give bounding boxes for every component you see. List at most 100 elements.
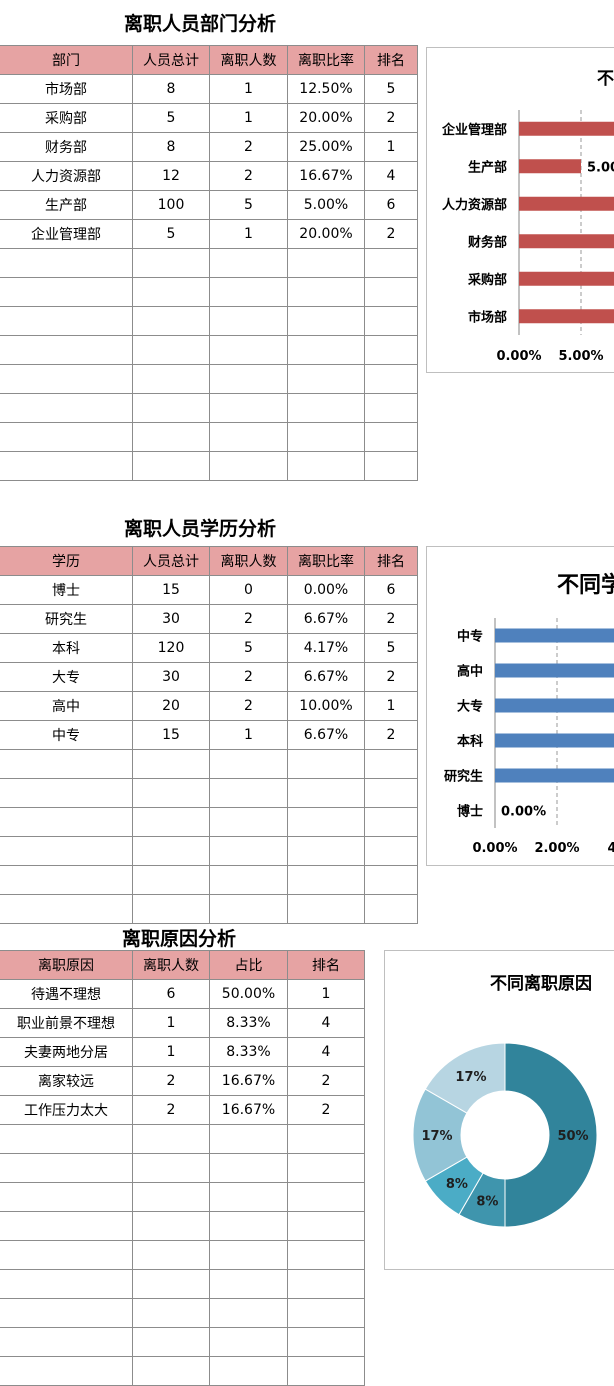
table-cell: 研究生 xyxy=(0,604,133,634)
edu-table: 学历 人员总计 离职人数 离职比率 排名 博士 15 0 0.00% 6 研究生 30 2 6.67% 2 本… xyxy=(0,546,418,924)
table-cell: 1 xyxy=(209,219,288,249)
table-cell xyxy=(287,1124,365,1154)
bar xyxy=(519,121,614,136)
table-cell xyxy=(0,248,133,278)
table-cell xyxy=(287,422,365,452)
empty-row xyxy=(0,1269,365,1299)
edu-table-header: 学历 人员总计 离职人数 离职比率 排名 xyxy=(0,546,418,576)
table-cell xyxy=(0,1269,133,1299)
table-cell xyxy=(0,1211,133,1241)
table-cell xyxy=(0,1153,133,1183)
dept-header-cell: 排名 xyxy=(364,45,418,75)
x-tick-label: 0.00% xyxy=(472,841,517,856)
empty-row xyxy=(0,778,418,808)
table-cell: 10.00% xyxy=(287,691,365,721)
reason-chart: 不同离职原因 50% 8% 8% 17% 17% xyxy=(384,950,614,1270)
table-cell: 16.67% xyxy=(209,1066,288,1096)
table-cell xyxy=(364,451,418,481)
category-label: 采购部 xyxy=(467,272,507,288)
table-cell xyxy=(209,1211,288,1241)
empty-row xyxy=(0,1153,365,1183)
table-cell: 2 xyxy=(364,103,418,133)
empty-row xyxy=(0,807,418,837)
table-cell: 1 xyxy=(209,74,288,104)
table-row: 博士 15 0 0.00% 6 xyxy=(0,575,418,605)
table-cell: 15 xyxy=(132,720,210,750)
donut-slice xyxy=(504,1042,598,1228)
slice-label: 50% xyxy=(557,1129,588,1144)
dept-section-title: 离职人员部门分析 xyxy=(124,13,277,35)
table-cell xyxy=(287,277,365,307)
edu-header-cell: 离职比率 xyxy=(287,546,365,576)
table-cell xyxy=(209,335,288,365)
table-cell xyxy=(287,749,365,779)
table-cell xyxy=(209,1153,288,1183)
table-cell xyxy=(0,393,133,423)
table-cell: 工作压力太大 xyxy=(0,1095,133,1125)
category-label: 研究生 xyxy=(444,769,483,785)
table-cell: 20 xyxy=(132,691,210,721)
table-cell xyxy=(0,836,133,866)
category-label: 财务部 xyxy=(468,234,507,250)
empty-row xyxy=(0,335,418,365)
table-cell: 30 xyxy=(132,604,210,634)
table-cell: 2 xyxy=(287,1095,365,1125)
table-cell xyxy=(287,1182,365,1212)
table-cell xyxy=(364,749,418,779)
empty-row xyxy=(0,836,418,866)
table-cell xyxy=(287,1240,365,1270)
table-row: 工作压力太大 2 16.67% 2 xyxy=(0,1095,365,1125)
table-cell: 2 xyxy=(287,1066,365,1096)
edu-chart-title: 不同学 xyxy=(557,573,614,598)
table-cell: 2 xyxy=(364,720,418,750)
table-cell xyxy=(132,1356,210,1386)
table-cell xyxy=(132,865,210,895)
table-cell xyxy=(287,894,365,924)
table-cell: 6.67% xyxy=(287,720,365,750)
table-cell xyxy=(287,836,365,866)
dept-chart-title: 不 xyxy=(597,69,614,89)
table-cell xyxy=(132,277,210,307)
table-cell xyxy=(209,422,288,452)
x-tick-label: 5.00% xyxy=(558,349,603,364)
table-cell xyxy=(0,277,133,307)
table-cell: 20.00% xyxy=(287,219,365,249)
reason-chart-title: 不同离职原因 xyxy=(490,974,592,994)
table-cell xyxy=(0,306,133,336)
x-tick-label: 2.00% xyxy=(534,841,579,856)
empty-row xyxy=(0,306,418,336)
table-cell xyxy=(209,451,288,481)
table-cell xyxy=(209,865,288,895)
table-row: 财务部 8 2 25.00% 1 xyxy=(0,132,418,162)
table-cell xyxy=(209,749,288,779)
table-cell xyxy=(132,422,210,452)
table-cell: 待遇不理想 xyxy=(0,979,133,1009)
edu-header-cell: 离职人数 xyxy=(209,546,288,576)
bar xyxy=(519,309,614,324)
dept-table-header: 部门 人员总计 离职人数 离职比率 排名 xyxy=(0,45,418,75)
table-cell: 企业管理部 xyxy=(0,219,133,249)
empty-row xyxy=(0,1124,365,1154)
table-row: 采购部 5 1 20.00% 2 xyxy=(0,103,418,133)
table-cell xyxy=(132,393,210,423)
table-cell: 职业前景不理想 xyxy=(0,1008,133,1038)
table-cell xyxy=(364,865,418,895)
table-cell xyxy=(287,335,365,365)
table-cell: 2 xyxy=(209,161,288,191)
dept-header-cell: 离职人数 xyxy=(209,45,288,75)
x-tick-label: 4.0 xyxy=(607,841,614,856)
table-cell: 2 xyxy=(132,1066,210,1096)
empty-row xyxy=(0,1240,365,1270)
reason-header-cell: 离职人数 xyxy=(132,950,210,980)
empty-row xyxy=(0,894,418,924)
table-cell: 2 xyxy=(364,662,418,692)
table-cell xyxy=(209,1269,288,1299)
table-cell: 2 xyxy=(364,604,418,634)
table-cell: 6.67% xyxy=(287,604,365,634)
table-cell: 8.33% xyxy=(209,1037,288,1067)
table-cell: 6 xyxy=(132,979,210,1009)
table-cell xyxy=(0,335,133,365)
table-cell xyxy=(0,749,133,779)
table-cell: 1 xyxy=(287,979,365,1009)
